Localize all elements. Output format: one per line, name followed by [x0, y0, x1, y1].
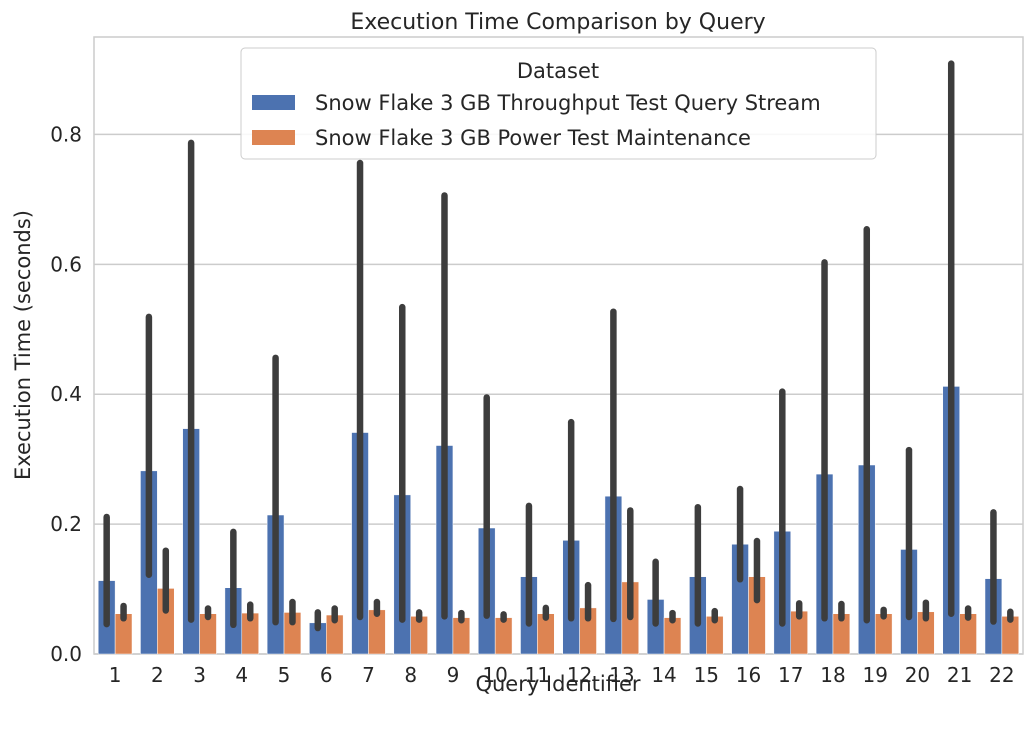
x-tick-label: 10	[482, 663, 507, 687]
x-tick-label: 18	[820, 663, 845, 687]
x-tick-label: 1	[109, 663, 122, 687]
x-tick-label: 5	[278, 663, 291, 687]
x-tick-label: 22	[989, 663, 1014, 687]
y-tick-label: 0.6	[50, 252, 82, 276]
y-axis-ticks: 0.0 0.2 0.4 0.6 0.8	[50, 122, 82, 666]
x-tick-label: 9	[447, 663, 460, 687]
x-tick-label: 2	[151, 663, 164, 687]
legend: Dataset Snow Flake 3 GB Throughput Test …	[240, 47, 877, 160]
y-tick-label: 0.0	[50, 642, 82, 666]
x-tick-label: 6	[320, 663, 333, 687]
x-tick-label: 11	[525, 663, 550, 687]
y-tick-label: 0.8	[50, 122, 82, 146]
chart-title: Execution Time Comparison by Query	[350, 10, 765, 35]
x-tick-label: 14	[651, 663, 676, 687]
legend-swatch-throughput	[252, 95, 295, 110]
legend-box	[240, 47, 877, 160]
x-tick-label: 16	[736, 663, 761, 687]
legend-label-maintenance: Snow Flake 3 GB Power Test Maintenance	[315, 126, 751, 150]
legend-title: Dataset	[517, 59, 599, 83]
x-axis-label: Query Identifier	[475, 672, 640, 696]
bar-maintenance	[494, 617, 513, 655]
y-tick-label: 0.4	[50, 382, 82, 406]
x-tick-label: 15	[694, 663, 719, 687]
legend-swatch-maintenance	[252, 130, 295, 145]
x-tick-label: 7	[362, 663, 375, 687]
x-tick-label: 20	[905, 663, 930, 687]
x-tick-label: 17	[778, 663, 803, 687]
x-axis-ticks: 1 2 3 4 5 6 7 8 9 10 11 12 13 14 15 16 17 18 19 20 21 22	[109, 663, 1015, 687]
x-tick-label: 19	[862, 663, 887, 687]
x-tick-label: 3	[193, 663, 206, 687]
y-tick-label: 0.2	[50, 512, 82, 536]
x-tick-label: 13	[609, 663, 634, 687]
legend-label-throughput: Snow Flake 3 GB Throughput Test Query St…	[315, 91, 821, 115]
y-axis-label: Execution Time (seconds)	[11, 210, 35, 480]
bar-maintenance	[874, 613, 893, 655]
x-tick-label: 12	[567, 663, 592, 687]
x-tick-label: 8	[404, 663, 417, 687]
x-tick-label: 21	[947, 663, 972, 687]
x-tick-label: 4	[235, 663, 248, 687]
error-bars	[103, 60, 1014, 632]
